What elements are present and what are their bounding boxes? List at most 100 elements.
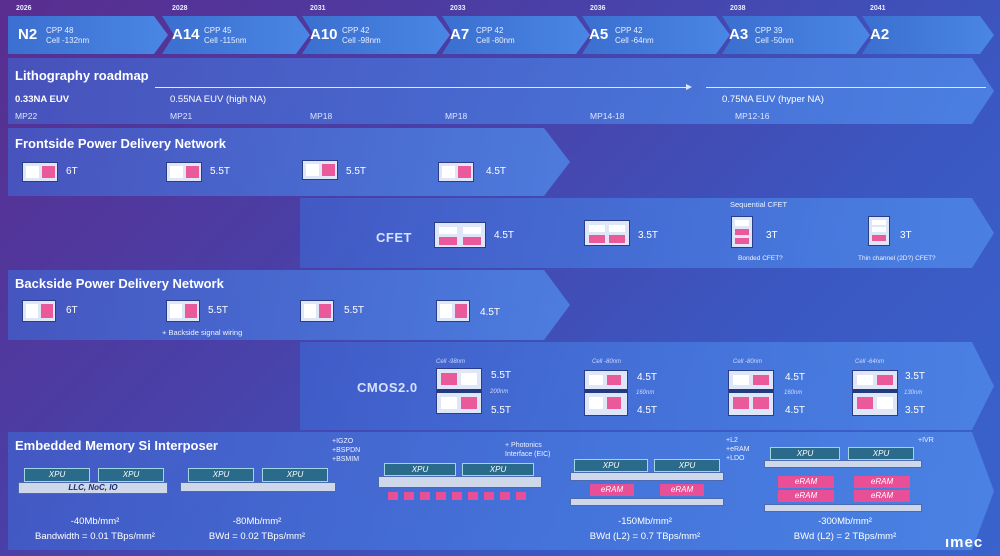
interposer-layer	[764, 504, 922, 512]
track-label: 3.5T	[905, 405, 926, 416]
track-label: 4.5T	[494, 230, 515, 241]
node-specs: CPP 42 Cell -64nm	[615, 26, 654, 45]
cmos-stack-icon	[584, 370, 628, 416]
interposer-layer	[378, 476, 542, 488]
track-label: 4.5T	[785, 372, 806, 383]
xpu-chip: XPU	[654, 459, 720, 472]
year-label: 2026	[16, 5, 32, 12]
node-specs: CPP 45 Cell -115nm	[204, 26, 247, 45]
xpu-chip: XPU	[262, 468, 328, 482]
node-name: A2	[870, 26, 890, 43]
track-label: 4.5T	[486, 166, 507, 177]
xpu-chip: XPU	[24, 468, 90, 482]
arrow-head-icon	[686, 84, 692, 90]
std-cell-icon	[438, 162, 474, 182]
interposer-layer	[764, 460, 922, 468]
node-chevron	[582, 16, 730, 54]
bandwidth-stat: BWd (L2) = 0.7 TBps/mm²	[589, 531, 701, 542]
cell-size-label: Cell -98nm	[436, 359, 466, 365]
cmos-tag: CMOS2.0	[357, 380, 418, 395]
std-cell-icon	[22, 300, 56, 322]
cfet-cell-icon	[584, 220, 630, 246]
node-name: N2	[18, 26, 38, 43]
imec-logo: ımec	[945, 534, 984, 551]
node-chevron	[862, 16, 994, 54]
track-label: 3.5T	[905, 371, 926, 382]
track-label: 6T	[66, 305, 78, 316]
track-label: 4.5T	[637, 405, 658, 416]
pitch-label: 200nm	[490, 389, 509, 395]
track-label: 3T	[900, 230, 912, 241]
xpu-chip: XPU	[462, 463, 534, 476]
thin-cfet-label: Thin channel (2D?) CFET?	[858, 255, 936, 262]
pitch-label: 130nm	[904, 390, 923, 396]
node-chevron	[722, 16, 870, 54]
sequential-cfet-icon	[731, 216, 753, 248]
feature-list: +IVR	[918, 437, 934, 444]
node-chevron	[302, 16, 450, 54]
section-title: Frontside Power Delivery Network	[15, 136, 226, 151]
bandwidth-stat: BWd (L2) = 2 TBps/mm²	[793, 531, 897, 542]
cell-size-label: Cell -64nm	[855, 359, 885, 365]
eram-block: eRAM	[778, 490, 834, 502]
thin-cfet-icon	[868, 216, 890, 246]
backside-note: + Backside signal wiring	[162, 328, 243, 337]
interposer-layer	[570, 472, 724, 481]
cfet-cell-icon	[434, 222, 486, 248]
cmos-stack-icon	[852, 370, 898, 416]
mp-label: MP18	[445, 111, 468, 121]
bandwidth-stat: BWd = 0.02 TBps/mm²	[208, 531, 306, 542]
year-label: 2031	[310, 5, 326, 12]
track-label: 6T	[66, 166, 78, 177]
interposer-layer	[570, 498, 724, 506]
year-label: 2038	[730, 5, 746, 12]
interposer-layer	[180, 482, 336, 492]
frontside-band	[8, 128, 570, 196]
node-chevron	[162, 16, 310, 54]
euv-label: 0.55NA EUV (high NA)	[170, 94, 267, 105]
section-title: Lithography roadmap	[15, 68, 149, 83]
mp-label: MP18	[310, 111, 333, 121]
track-label: 4.5T	[480, 307, 501, 318]
arrow-line	[155, 87, 690, 88]
year-label: 2041	[870, 5, 886, 12]
density-stat: -150Mb/mm²	[618, 516, 672, 527]
node-name: A3	[729, 26, 749, 43]
node-name: A7	[450, 26, 470, 43]
llc-layer: LLC, NoC, IO	[18, 482, 168, 494]
density-stat: -40Mb/mm²	[70, 516, 120, 527]
track-label: 5.5T	[210, 166, 231, 177]
track-label: 5.5T	[344, 305, 365, 316]
eram-block: eRAM	[778, 476, 834, 488]
std-cell-icon	[300, 300, 334, 322]
backside-band	[8, 270, 570, 340]
mp-label: MP12-16	[735, 111, 770, 121]
xpu-chip: XPU	[98, 468, 164, 482]
density-stat: -80Mb/mm²	[232, 516, 282, 527]
xpu-chip: XPU	[384, 463, 456, 476]
section-title: Backside Power Delivery Network	[15, 276, 224, 291]
arrow-line	[706, 87, 986, 88]
node-specs: CPP 48 Cell -132nm	[46, 26, 90, 45]
year-label: 2036	[590, 5, 606, 12]
track-label: 5.5T	[491, 370, 512, 381]
std-cell-icon	[166, 300, 200, 322]
xpu-chip: XPU	[188, 468, 254, 482]
cell-size-label: Cell -80nm	[733, 359, 763, 365]
track-label: 3T	[766, 230, 778, 241]
node-specs: CPP 42 Cell -80nm	[476, 26, 515, 45]
node-name: A10	[310, 26, 338, 43]
node-chevron	[442, 16, 590, 54]
node-chevron	[8, 16, 168, 54]
node-specs: CPP 39 Cell -50nm	[755, 26, 794, 45]
std-cell-icon	[302, 160, 338, 180]
node-name: A5	[589, 26, 609, 43]
track-label: 4.5T	[785, 405, 806, 416]
track-label: 5.5T	[208, 305, 229, 316]
track-label: 4.5T	[637, 372, 658, 383]
mp-label: MP22	[15, 111, 38, 121]
std-cell-icon	[166, 162, 202, 182]
std-cell-icon	[436, 300, 470, 322]
xpu-chip: XPU	[848, 447, 914, 460]
feature-list: +IGZO +BSPDN +BSMIM	[332, 438, 361, 463]
